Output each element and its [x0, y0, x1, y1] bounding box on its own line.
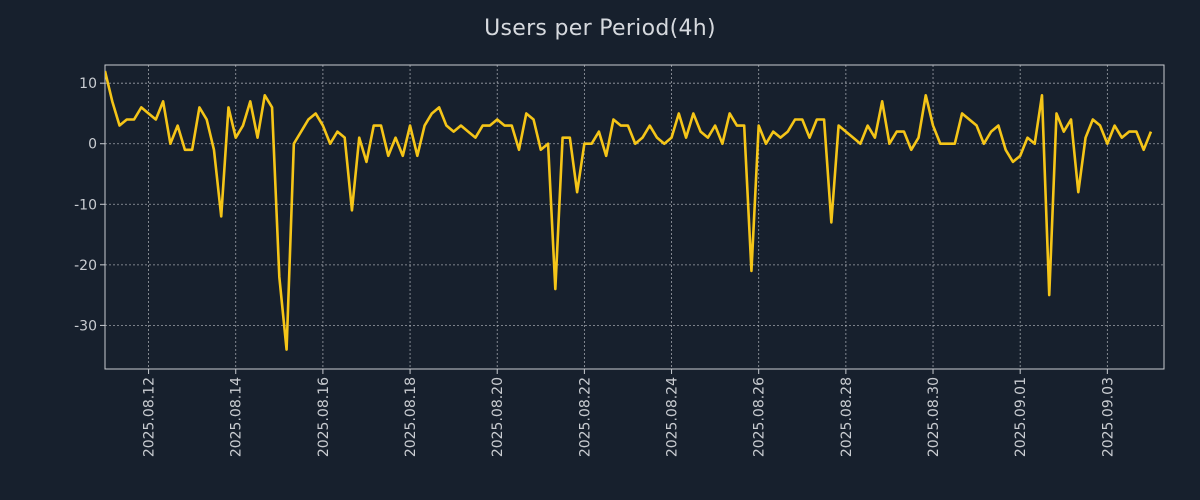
- chart-title: Users per Period(4h): [484, 16, 716, 41]
- series-layer: [105, 70, 1153, 351]
- y-tick-label: -30: [74, 318, 97, 334]
- tick-label-layer: 10 0 -10 -20 -30 2025.08.12 2025.08.14 2025.08.…: [74, 76, 1116, 457]
- x-tick-label: 2025.08.24: [665, 377, 681, 457]
- x-tick-label: 2025.08.18: [403, 377, 419, 457]
- x-tick-label: 2025.09.03: [1100, 377, 1116, 457]
- y-tick-label: 0: [88, 137, 97, 153]
- x-tick-label: 2025.08.30: [926, 377, 942, 457]
- x-tick-label: 2025.08.16: [316, 377, 332, 457]
- grid-layer: [105, 65, 1164, 369]
- x-tick-label: 2025.08.22: [577, 377, 593, 457]
- x-tick-label: 2025.08.26: [752, 377, 768, 457]
- x-tick-label: 2025.08.14: [229, 377, 245, 457]
- tick-layer: [100, 82, 1108, 374]
- series-line-users: [105, 70, 1153, 351]
- x-tick-label: 2025.08.12: [142, 377, 158, 457]
- x-tick-label: 2025.08.20: [490, 377, 506, 457]
- y-tick-label: -20: [74, 258, 97, 274]
- x-tick-label: 2025.08.28: [839, 377, 855, 457]
- x-tick-label: 2025.09.01: [1013, 377, 1029, 457]
- y-tick-label: -10: [74, 197, 97, 213]
- y-tick-label: 10: [79, 76, 97, 92]
- plot-frame: [104, 64, 1165, 370]
